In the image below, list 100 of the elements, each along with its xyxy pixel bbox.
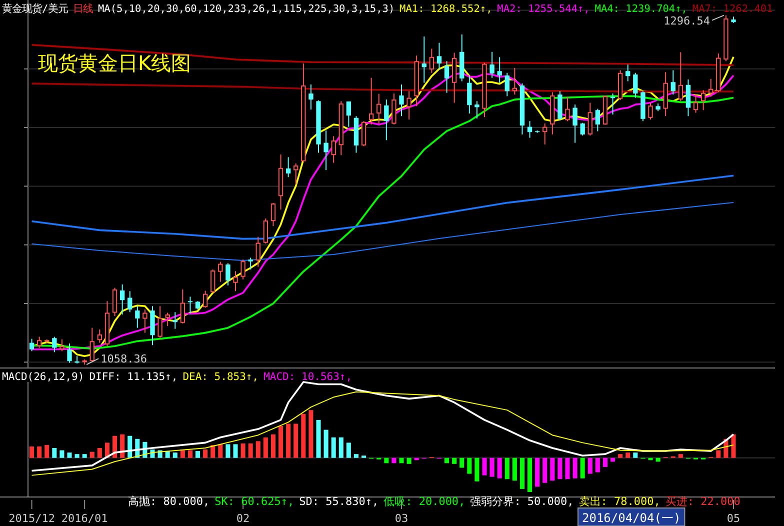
candlestick: [708, 78, 714, 98]
candlestick: [142, 309, 148, 334]
bar: [180, 450, 185, 458]
bar: [572, 458, 578, 478]
text: SK: 60.625↑,: [214, 495, 294, 508]
candlestick: [218, 261, 223, 282]
bar: [731, 434, 736, 458]
bar: [52, 448, 57, 458]
bar: [263, 437, 268, 458]
bar: [37, 446, 42, 458]
candlestick: [346, 100, 352, 128]
bar: [172, 452, 178, 458]
text: MA1: 1268.552↑,: [400, 3, 492, 15]
bar: [233, 444, 238, 458]
bar: [338, 437, 344, 458]
text: 低吸: 20.000,: [384, 495, 466, 508]
bar: [226, 444, 230, 458]
bar: [74, 454, 80, 458]
candlestick: [527, 120, 532, 138]
candlestick: [392, 93, 396, 125]
bar: [384, 458, 389, 464]
bar: [308, 410, 314, 458]
candlestick: [248, 257, 253, 270]
candlestick: [120, 284, 125, 315]
text: 卖出: 78.000,: [578, 495, 660, 508]
candlestick: [361, 120, 366, 147]
candlestick: [406, 90, 412, 120]
bar: [316, 420, 321, 458]
candlestick: [294, 162, 298, 185]
bar: [497, 458, 502, 478]
candlestick: [158, 306, 162, 338]
candlestick: [188, 296, 193, 314]
candlestick: [202, 290, 208, 308]
candlestick: [36, 336, 42, 348]
annotation: 黄金现货/美元: [2, 3, 68, 15]
text: SD: 55.830↑,: [299, 495, 379, 508]
candlestick: [670, 70, 676, 96]
bar: [120, 434, 125, 458]
bar: [520, 458, 524, 489]
bar: [82, 454, 87, 458]
candlestick: [226, 262, 230, 286]
candlestick: [29, 338, 34, 352]
text: DEA: 5.853↑,: [182, 371, 259, 383]
bar: [460, 458, 464, 468]
text: 买进: 22.000: [665, 495, 740, 508]
candlestick: [444, 60, 450, 94]
x-tick-label: 2015/12: [8, 512, 55, 525]
bar: [542, 458, 548, 483]
text: 高抛: 80.000,: [128, 495, 210, 508]
candlestick: [210, 268, 216, 294]
bar: [474, 458, 480, 482]
candlestick: [700, 90, 706, 111]
candlestick: [180, 288, 186, 324]
candlestick: [595, 108, 600, 132]
annotation: 1058.36: [100, 352, 147, 366]
bar: [203, 450, 208, 458]
bar: [504, 458, 510, 480]
text: MA4: 1239.704↑,: [594, 3, 688, 15]
x-tick-label: 02: [236, 512, 250, 525]
x-tick-label: 2016/01: [61, 512, 108, 525]
candlestick: [429, 48, 434, 74]
x-tick-label: 05: [726, 512, 740, 525]
candlestick: [376, 93, 382, 124]
candlestick: [422, 36, 426, 84]
candlestick: [565, 96, 570, 122]
bar: [550, 458, 555, 481]
candlestick: [633, 72, 638, 98]
bar: [656, 458, 660, 462]
candlestick: [588, 102, 592, 136]
bar: [278, 426, 284, 458]
bar: [248, 443, 253, 458]
candlestick: [52, 336, 57, 353]
bar: [97, 448, 102, 458]
bar: [354, 454, 358, 458]
candlestick: [97, 328, 102, 344]
bar: [633, 452, 638, 458]
candlestick: [128, 290, 132, 313]
bar: [60, 450, 64, 458]
candlestick: [452, 52, 457, 104]
bar: [580, 458, 585, 478]
candlestick: [240, 259, 246, 280]
candlestick: [270, 202, 276, 227]
candlestick: [490, 51, 494, 78]
bar: [67, 452, 72, 458]
bar: [30, 446, 34, 458]
candlestick: [474, 100, 480, 119]
candlestick: [172, 312, 178, 330]
text: MA7: 1262.401: [692, 3, 773, 15]
candlestick: [324, 130, 328, 171]
bar: [482, 458, 487, 476]
bar: [535, 458, 540, 487]
candlestick: [580, 122, 585, 136]
candlestick: [436, 42, 442, 70]
annotation: MACD: 10.563↑,: [264, 371, 352, 383]
bar: [331, 437, 336, 458]
bar: [512, 458, 517, 481]
text: 现货黄金日K线图: [38, 51, 192, 75]
bar: [218, 444, 223, 458]
bar: [256, 441, 260, 458]
bar: [716, 450, 721, 458]
